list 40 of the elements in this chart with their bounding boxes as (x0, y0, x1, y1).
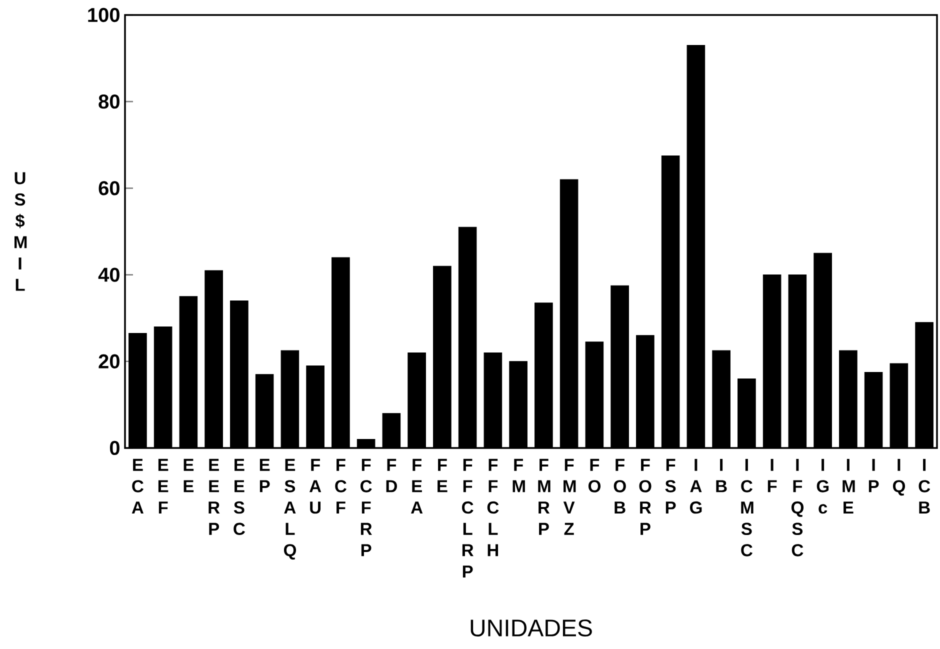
x-tick-label: ICB (918, 458, 930, 514)
x-tick-label: FFCLH (487, 458, 499, 556)
y-tick-label: 100 (88, 8, 120, 22)
y-tick-label: 20 (98, 354, 120, 368)
x-tick-label: FMRP (538, 458, 550, 535)
x-tick-label: IAG (690, 458, 702, 514)
x-tick-label: FSP (665, 458, 676, 514)
x-tick-label: FM (512, 458, 525, 492)
x-tick-label: FOB (614, 458, 626, 514)
y-tick-label: 0 (110, 440, 120, 456)
x-tick-label: ICMSC (741, 458, 754, 556)
y-axis-title: US$ MIL (14, 172, 27, 291)
x-tick-label: IF (768, 458, 777, 492)
x-tick-label: FD (386, 458, 397, 492)
x-tick-label: FFCLRP (462, 458, 474, 578)
x-tick-label: IFQSC (791, 458, 804, 556)
x-tick-label: EESC (234, 458, 245, 536)
x-tick-label: FCFRP (360, 458, 372, 556)
y-tick-label: 40 (98, 268, 120, 282)
x-tick-label: EE (184, 458, 194, 492)
x-tick-label: FO (588, 458, 601, 492)
y-tick-label: 80 (98, 94, 120, 109)
x-tick-label: FAU (309, 458, 322, 514)
x-tick-label: IQ (892, 458, 906, 496)
x-tick-label: EEF (158, 458, 168, 514)
y-tick-label: 60 (98, 181, 120, 196)
x-tick-label: FEA (410, 458, 423, 514)
x-tick-label: FE (438, 458, 448, 492)
x-axis-title: UNIDADES (470, 619, 592, 636)
x-tick-label: EP (260, 458, 270, 492)
x-tick-label: ESALQ (284, 458, 296, 560)
x-tick-label: IP (868, 458, 879, 492)
x-tick-label: IGc (816, 458, 829, 514)
x-tick-label: IME (842, 458, 855, 514)
x-tick-label: FCF (335, 458, 346, 514)
x-tick-label: FORP (639, 458, 652, 535)
x-tick-label: EERP (208, 458, 220, 535)
x-tick-label: IB (716, 458, 727, 492)
x-tick-label: FMVZ (563, 458, 576, 535)
x-tick-label: ECA (132, 458, 144, 514)
